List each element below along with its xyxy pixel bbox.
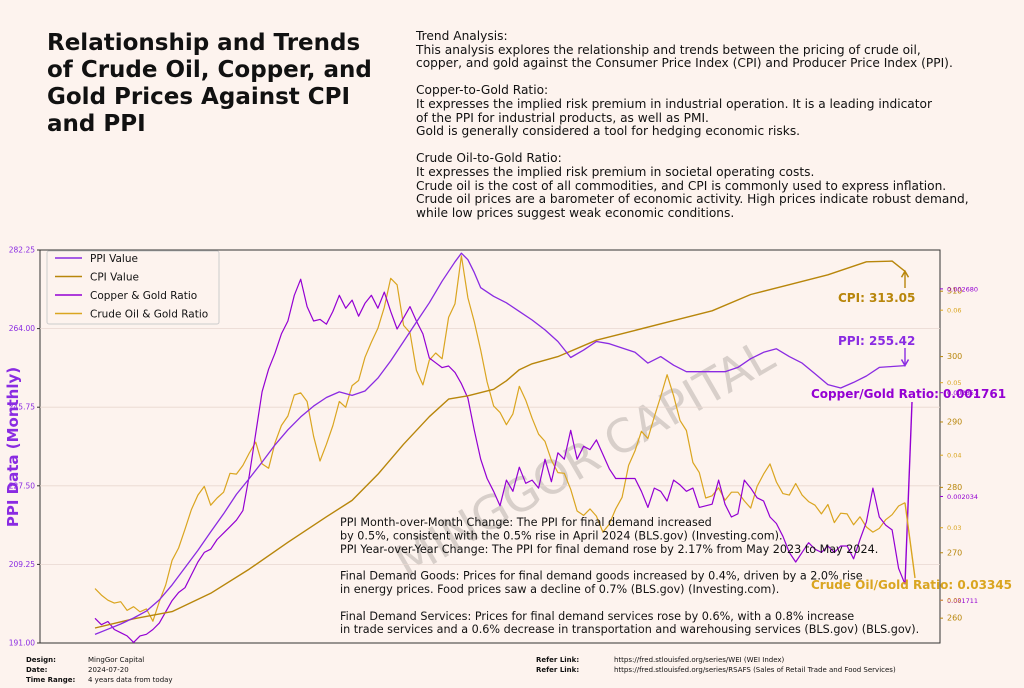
copper_gold-tick-label: 0.002034: [947, 493, 978, 501]
ppi-axis: 191.00 209.25 227.50 245.75 264.00 282.25: [9, 246, 940, 648]
cpi-annotation: CPI: 313.05: [838, 291, 915, 305]
analysis-paragraph: Crude Oil-to-Gold Ratio: It expresses the…: [416, 152, 1016, 220]
y-axis-label: PPI Data (Monthly): [4, 367, 22, 527]
analysis-line: Crude oil prices are a barometer of econ…: [416, 192, 969, 207]
analysis-line: This analysis explores the relationship …: [416, 42, 921, 57]
oil-gold-axis: 0.02 0.03 0.04 0.05 0.06: [940, 307, 961, 605]
oil_gold-tick-label: 0.05: [947, 379, 961, 387]
cpi-tick-label: 310: [947, 287, 962, 296]
notes-text: PPI Month-over-Month Change: The PPI for…: [340, 516, 919, 636]
ref1-label: Refer Link:: [536, 656, 580, 664]
ref2-label: Refer Link:: [536, 666, 580, 674]
legend: PPI Value CPI Value Copper & Gold Ratio Cru…: [46, 250, 220, 325]
ppi-line: [94, 252, 906, 636]
date-label: Date:: [26, 666, 48, 674]
ppi-tick-label: 209.25: [9, 560, 35, 569]
analysis-paragraph: Trend Analysis: This analysis explores th…: [416, 29, 1016, 71]
note-line: Final Demand Services: Prices for final …: [340, 610, 854, 623]
analysis-line: It expresses the implied risk premium in…: [416, 164, 815, 179]
ppi-tick-label: 227.50: [9, 481, 35, 490]
legend-entry: Crude Oil & Gold Ratio: [90, 309, 208, 321]
copper-gold-annotation: Copper/Gold Ratio: 0.001761: [811, 387, 1006, 401]
page-title: Relationship and Trends of Crude Oil, Co…: [47, 30, 372, 137]
analysis-line: while low prices suggest weak economic c…: [416, 205, 735, 220]
range-label: Time Range:: [26, 676, 76, 684]
oil-gold-annotation: Crude Oil/Gold Ratio: 0.03345: [811, 578, 1012, 592]
design-value: MingGor Capital: [88, 656, 145, 664]
analysis-line: Trend Analysis:: [416, 29, 508, 43]
design-label: Design:: [26, 656, 56, 664]
oil-gold-ratio-line: [94, 255, 906, 622]
note-line: PPI Year-over-Year Change: The PPI for f…: [340, 543, 878, 556]
cpi-tick-label: 280: [947, 483, 962, 492]
ppi-tick-label: 282.25: [9, 246, 35, 255]
annotations: CPI: 313.05 PPI: 255.42 Copper/Gold Ratio:…: [811, 269, 1012, 592]
analysis-line: It expresses the implied risk premium in…: [416, 96, 933, 111]
cpi-line: [94, 260, 906, 629]
note-line: in trade services and a 0.6% decrease in…: [340, 623, 919, 636]
analysis-line: Gold is generally considered a tool for …: [416, 124, 801, 139]
oil_gold-tick-label: 0.02: [947, 597, 961, 605]
note-line: PPI Month-over-Month Change: The PPI for…: [340, 516, 712, 529]
chart: MINGGOR CAPITAL 191.00209.25227.50245.75…: [4, 246, 1012, 648]
legend-entry: PPI Value: [90, 253, 138, 265]
analysis-text: Trend Analysis: This analysis explores th…: [416, 29, 1016, 234]
cpi-axis: 260 270 280 290 300 310: [940, 287, 962, 623]
analysis-line: copper, and gold against the Consumer Pr…: [416, 56, 953, 71]
cpi-tick-label: 260: [947, 614, 962, 623]
oil_gold-tick-label: 0.03: [947, 524, 961, 532]
copper-gold-ratio-line: [94, 278, 906, 644]
analysis-line: Copper-to-Gold Ratio:: [416, 83, 549, 98]
date-value: 2024-07-20: [88, 666, 129, 674]
oil_gold-tick-label: 0.04: [947, 452, 961, 460]
ppi-tick-label: 245.75: [9, 403, 35, 412]
oil_gold-tick-label: 0.06: [947, 307, 961, 315]
ppi-annotation: PPI: 255.42: [838, 334, 915, 348]
ref2-link[interactable]: https://fred.stlouisfed.org/series/RSAFS…: [614, 666, 896, 674]
note-line: by 0.5%, consistent with the 0.5% rise i…: [340, 529, 783, 542]
footer: Design: MingGor Capital Date: 2024-07-20…: [0, 650, 1024, 688]
cpi-tick-label: 290: [947, 417, 962, 426]
ppi-tick-label: 264.00: [9, 324, 35, 333]
legend-entry: CPI Value: [90, 272, 139, 284]
copper_gold-tick-label: 0.001711: [947, 597, 978, 605]
analysis-line: of the PPI for industrial products, as w…: [416, 110, 709, 125]
copper_gold-tick-label: 0.002357: [947, 389, 978, 397]
copper_gold-tick-label: 0.002680: [947, 285, 978, 293]
ppi-tick-label: 191.00: [9, 639, 35, 648]
ref1-link[interactable]: https://fred.stlouisfed.org/series/WEI (…: [614, 656, 785, 664]
note-line: Final Demand Goods: Prices for final dem…: [340, 570, 863, 583]
legend-entry: Copper & Gold Ratio: [90, 290, 197, 302]
series-lines: [94, 252, 906, 644]
cpi-tick-label: 270: [947, 548, 962, 557]
range-value: 4 years data from today: [88, 676, 173, 684]
cpi-tick-label: 300: [947, 352, 962, 361]
note-line: in energy prices. Food prices saw a decl…: [340, 583, 779, 596]
analysis-paragraph: Copper-to-Gold Ratio: It expresses the im…: [416, 84, 1016, 138]
analysis-line: Crude oil is the cost of all commodities…: [416, 178, 947, 193]
analysis-line: Crude Oil-to-Gold Ratio:: [416, 151, 562, 166]
